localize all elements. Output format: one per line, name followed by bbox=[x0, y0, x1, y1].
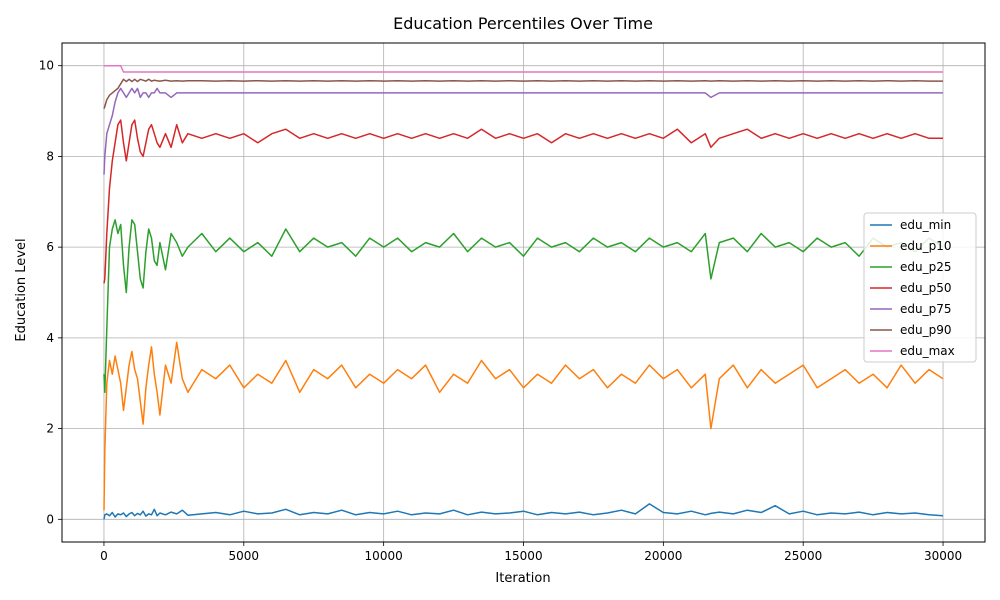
series-line-edu-p50 bbox=[103, 119, 943, 284]
grid-lines bbox=[62, 43, 985, 542]
legend-label: edu_p50 bbox=[900, 281, 952, 295]
legend-box bbox=[863, 212, 977, 363]
legend-label: edu_p90 bbox=[900, 323, 952, 337]
x-tick-label: 30000 bbox=[924, 549, 962, 563]
y-tick-label: 6 bbox=[46, 240, 54, 254]
y-axis-ticks: 0 2 4 6 8 10 bbox=[39, 59, 62, 526]
legend-label: edu_p10 bbox=[900, 239, 952, 253]
series-line-edu-p90 bbox=[103, 78, 943, 110]
series-lines bbox=[103, 64, 944, 520]
y-tick-label: 0 bbox=[46, 512, 54, 526]
legend-label: edu_max bbox=[900, 344, 955, 358]
y-tick-label: 8 bbox=[46, 149, 54, 163]
x-axis-ticks: 0 5000 10000 15000 20000 25000 30000 bbox=[100, 542, 962, 563]
series-line-edu-max bbox=[104, 64, 943, 73]
y-axis-label: Education Level bbox=[14, 238, 29, 341]
x-tick-label: 10000 bbox=[365, 549, 403, 563]
x-tick-label: 5000 bbox=[229, 549, 260, 563]
x-tick-label: 20000 bbox=[644, 549, 682, 563]
x-tick-label: 15000 bbox=[504, 549, 542, 563]
x-tick-label: 25000 bbox=[784, 549, 822, 563]
chart-title: Education Percentiles Over Time bbox=[393, 14, 653, 33]
series-line-edu-p25 bbox=[103, 219, 944, 394]
legend: edu_min edu_p10 edu_p25 edu_p50 edu_p75 edu_p… bbox=[863, 212, 977, 363]
x-tick-label: 0 bbox=[100, 549, 108, 563]
x-axis-label: Iteration bbox=[495, 571, 550, 586]
y-tick-label: 4 bbox=[46, 331, 54, 345]
y-tick-label: 10 bbox=[39, 59, 54, 73]
series-line-edu-p75 bbox=[103, 87, 943, 175]
legend-label: edu_p75 bbox=[900, 302, 952, 316]
series-line-edu-min bbox=[103, 503, 944, 520]
legend-label: edu_p25 bbox=[900, 260, 952, 274]
y-tick-label: 2 bbox=[46, 422, 54, 436]
legend-label: edu_min bbox=[900, 218, 951, 232]
series-line-edu-p10 bbox=[103, 341, 944, 511]
